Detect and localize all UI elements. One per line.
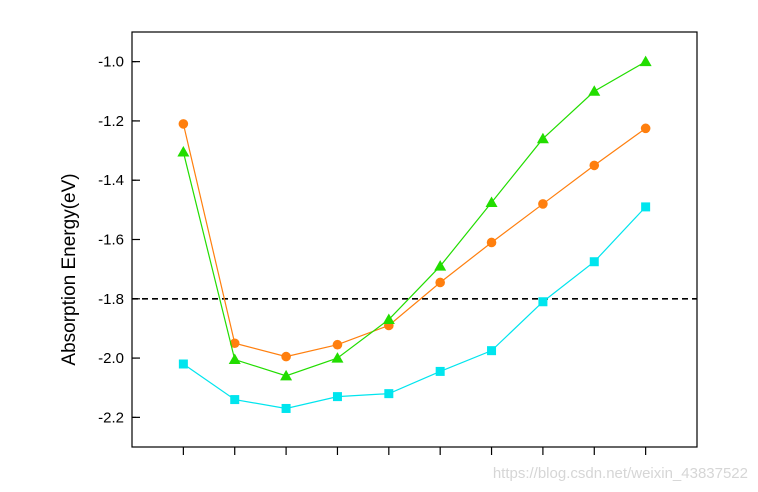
data-point-circle <box>229 338 240 349</box>
data-point-square <box>589 257 599 267</box>
data-point-circle <box>281 351 291 362</box>
data-point-triangle <box>177 146 190 157</box>
series-circle <box>178 119 651 362</box>
data-point-triangle <box>331 352 344 363</box>
series-layer <box>177 55 652 413</box>
y-tick-label: -1.0 <box>98 54 124 71</box>
data-point-circle <box>332 339 343 350</box>
y-axis: -2.2 -2.0 -1.8 -1.6 -1.4 -1.2 -1.0 <box>98 54 140 426</box>
series-line <box>182 61 646 377</box>
data-point-circle <box>589 160 600 171</box>
plot-frame <box>131 31 698 448</box>
x-axis <box>182 447 647 455</box>
y-tick-label: -1.2 <box>98 113 124 130</box>
data-point-square <box>487 346 497 356</box>
series-line <box>183 206 647 410</box>
data-point-square <box>178 359 188 369</box>
data-point-triangle <box>536 132 549 144</box>
data-point-triangle <box>280 369 293 381</box>
data-point-triangle <box>382 313 395 325</box>
y-tick-label: -2.0 <box>98 350 124 367</box>
data-point-square <box>332 392 342 402</box>
y-tick-label: -1.8 <box>98 291 124 308</box>
data-point-circle <box>486 237 497 248</box>
data-point-circle <box>538 199 548 209</box>
data-point-circle <box>640 123 651 134</box>
series-square <box>178 202 651 413</box>
y-tick-label: -1.6 <box>98 232 124 249</box>
data-point-triangle <box>434 260 447 271</box>
y-tick-label: -1.4 <box>98 172 124 189</box>
data-point-square <box>230 395 240 405</box>
data-point-circle <box>178 119 189 129</box>
data-point-triangle <box>228 353 241 365</box>
series-triangle <box>177 55 652 381</box>
y-axis-title: Absorption Energy(eV) <box>59 173 80 365</box>
data-point-triangle <box>588 85 601 96</box>
data-point-triangle <box>639 55 652 67</box>
data-point-square <box>538 297 548 307</box>
data-point-triangle <box>485 196 498 207</box>
data-point-square <box>281 403 291 413</box>
data-point-square <box>435 366 445 376</box>
data-point-square <box>641 202 651 212</box>
data-point-square <box>384 389 394 399</box>
watermark: https://blog.csdn.net/weixin_43837522 <box>492 465 748 482</box>
y-tick-label: -2.2 <box>98 409 124 426</box>
series-line <box>182 123 646 358</box>
plot-border <box>131 31 698 448</box>
data-point-circle <box>435 277 445 288</box>
